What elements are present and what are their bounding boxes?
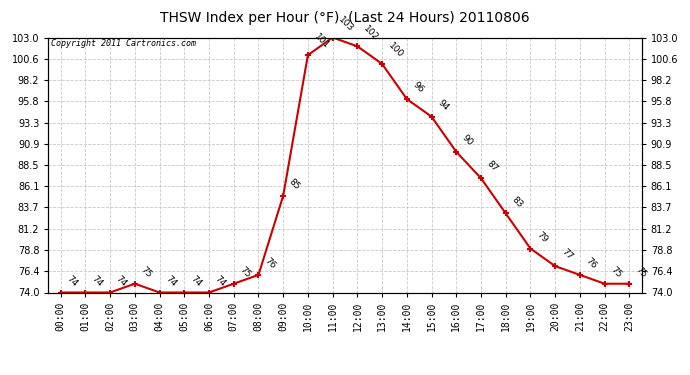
Text: 83: 83: [510, 195, 524, 209]
Text: 76: 76: [263, 256, 277, 271]
Text: 74: 74: [115, 274, 129, 288]
Text: 75: 75: [633, 265, 648, 279]
Text: Copyright 2011 Cartronics.com: Copyright 2011 Cartronics.com: [51, 39, 196, 48]
Text: 85: 85: [287, 177, 302, 192]
Text: 74: 74: [65, 274, 79, 288]
Text: 103: 103: [337, 15, 355, 33]
Text: 87: 87: [485, 159, 500, 174]
Text: 90: 90: [460, 133, 475, 148]
Text: 76: 76: [584, 256, 598, 271]
Text: 74: 74: [213, 274, 228, 288]
Text: 75: 75: [238, 265, 253, 279]
Text: 94: 94: [435, 98, 450, 112]
Text: 77: 77: [560, 248, 574, 262]
Text: 75: 75: [139, 265, 153, 279]
Text: THSW Index per Hour (°F)  (Last 24 Hours) 20110806: THSW Index per Hour (°F) (Last 24 Hours)…: [160, 11, 530, 25]
Text: 101: 101: [312, 32, 331, 51]
Text: 75: 75: [609, 265, 623, 279]
Text: 74: 74: [90, 274, 104, 288]
Text: 74: 74: [188, 274, 203, 288]
Text: 96: 96: [411, 80, 426, 95]
Text: 74: 74: [164, 274, 178, 288]
Text: 100: 100: [386, 41, 405, 60]
Text: 102: 102: [362, 24, 380, 42]
Text: 79: 79: [535, 230, 549, 244]
